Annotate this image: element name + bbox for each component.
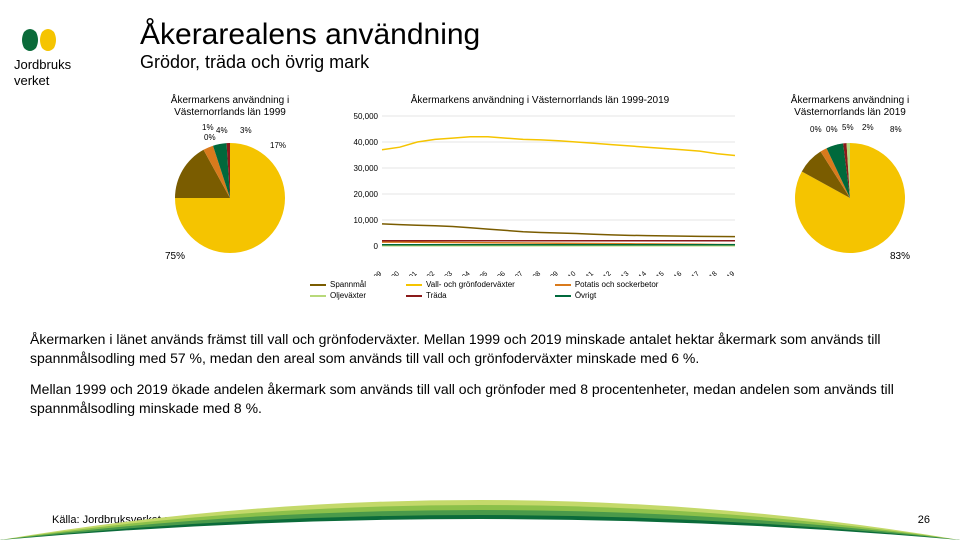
svg-text:2009: 2009 — [544, 270, 560, 276]
legend-swatch — [310, 284, 326, 286]
svg-text:2015: 2015 — [650, 270, 666, 276]
para1: Åkermarken i länet används främst till v… — [30, 330, 930, 368]
chart3-title: Åkermarkens användning i Västernorrlands… — [760, 95, 940, 119]
pie-small-label: 5% — [842, 123, 854, 132]
footer-arc-icon — [0, 480, 960, 540]
chart2-title: Åkermarkens användning i Västernorrlands… — [411, 95, 670, 107]
legend-swatch — [406, 295, 422, 297]
chart1-title: Åkermarkens användning i Västernorrlands… — [140, 95, 320, 119]
pie-small-label: 1% — [202, 123, 214, 132]
svg-text:2004: 2004 — [456, 270, 472, 276]
svg-text:2016: 2016 — [667, 270, 683, 276]
legend-item: Spannmål — [310, 280, 366, 289]
pie-small-label: 3% — [240, 126, 252, 135]
logo-text-2: verket — [14, 74, 104, 88]
svg-text:2002: 2002 — [420, 270, 436, 276]
legend-label: Vall- och grönfoderväxter — [426, 280, 515, 289]
body-text: Åkermarken i länet används främst till v… — [30, 330, 930, 418]
legend-swatch — [406, 284, 422, 286]
page-number: 26 — [918, 514, 930, 526]
legend-item: Oljeväxter — [310, 291, 366, 300]
pie-small-label: 4% — [216, 126, 228, 135]
pie-small-label: 0% — [204, 133, 216, 142]
pie-chart-1999: Åkermarkens användning i Västernorrlands… — [140, 95, 320, 276]
svg-text:2014: 2014 — [632, 270, 648, 276]
logo-text-1: Jordbruks — [14, 58, 104, 72]
pie1-canvas: 75% 1%4% 3% 0% 17% — [160, 123, 300, 263]
svg-text:2001: 2001 — [403, 270, 419, 276]
legend-label: Övrigt — [575, 291, 596, 300]
legend-label: Spannmål — [330, 280, 366, 289]
pie-big-label: 83% — [890, 251, 910, 262]
pie-small-label: 17% — [270, 141, 286, 150]
legend-label: Potatis och sockerbetor — [575, 280, 659, 289]
svg-text:30,000: 30,000 — [354, 164, 379, 173]
svg-text:2003: 2003 — [438, 270, 454, 276]
legend-item: Vall- och grönfoderväxter — [406, 280, 515, 289]
page-subtitle: Grödor, träda och övrig mark — [140, 52, 480, 73]
legend-item: Potatis och sockerbetor — [555, 280, 659, 289]
pie-chart-2019: Åkermarkens användning i Västernorrlands… — [760, 95, 940, 276]
svg-text:2019: 2019 — [720, 270, 736, 276]
legend-swatch — [555, 295, 571, 297]
legend-item: Övrigt — [555, 291, 659, 300]
legend-swatch — [555, 284, 571, 286]
para2: Mellan 1999 och 2019 ökade andelen åkerm… — [30, 380, 930, 418]
line-chart-1999-2019: Åkermarkens användning i Västernorrlands… — [330, 95, 750, 276]
logo: Jordbruks verket — [14, 24, 104, 87]
legend-label: Oljeväxter — [330, 291, 366, 300]
svg-text:20,000: 20,000 — [354, 190, 379, 199]
legend-item: Träda — [406, 291, 515, 300]
svg-text:40,000: 40,000 — [354, 138, 379, 147]
svg-text:2007: 2007 — [509, 270, 525, 276]
pie-big-label: 75% — [165, 251, 185, 262]
pie-small-label: 0% — [810, 125, 822, 134]
svg-text:2005: 2005 — [473, 270, 489, 276]
legend-label: Träda — [426, 291, 447, 300]
svg-text:2013: 2013 — [615, 270, 631, 276]
svg-text:50,000: 50,000 — [354, 112, 379, 121]
line-legend: Spannmål Oljeväxter Vall- och grönfoderväx… — [310, 280, 658, 300]
svg-text:0: 0 — [374, 242, 379, 251]
source-text: Källa: Jordbruksverket.se — [52, 514, 176, 526]
title-block: Åkerarealens användning Grödor, träda oc… — [140, 18, 480, 73]
svg-text:2000: 2000 — [385, 270, 401, 276]
charts-row: Åkermarkens användning i Västernorrlands… — [140, 95, 940, 276]
pie-small-label: 2% — [862, 123, 874, 132]
svg-text:2010: 2010 — [562, 270, 578, 276]
page-title: Åkerarealens användning — [140, 18, 480, 52]
legend-swatch — [310, 295, 326, 297]
svg-text:2012: 2012 — [597, 270, 613, 276]
linechart-canvas: 010,00020,00030,00040,00050,000199920002… — [340, 111, 740, 276]
pie-small-label: 8% — [890, 125, 902, 134]
logo-mark-icon — [14, 24, 66, 56]
svg-text:10,000: 10,000 — [354, 216, 379, 225]
pie-small-label: 0% — [826, 125, 838, 134]
svg-text:1999: 1999 — [367, 270, 383, 276]
svg-text:2018: 2018 — [703, 270, 719, 276]
svg-text:2017: 2017 — [685, 270, 701, 276]
svg-text:2006: 2006 — [491, 270, 507, 276]
pie2-canvas: 83% 0% 0% 5% 2% 8% — [780, 123, 920, 263]
svg-text:2011: 2011 — [580, 270, 596, 276]
svg-text:2008: 2008 — [526, 270, 542, 276]
